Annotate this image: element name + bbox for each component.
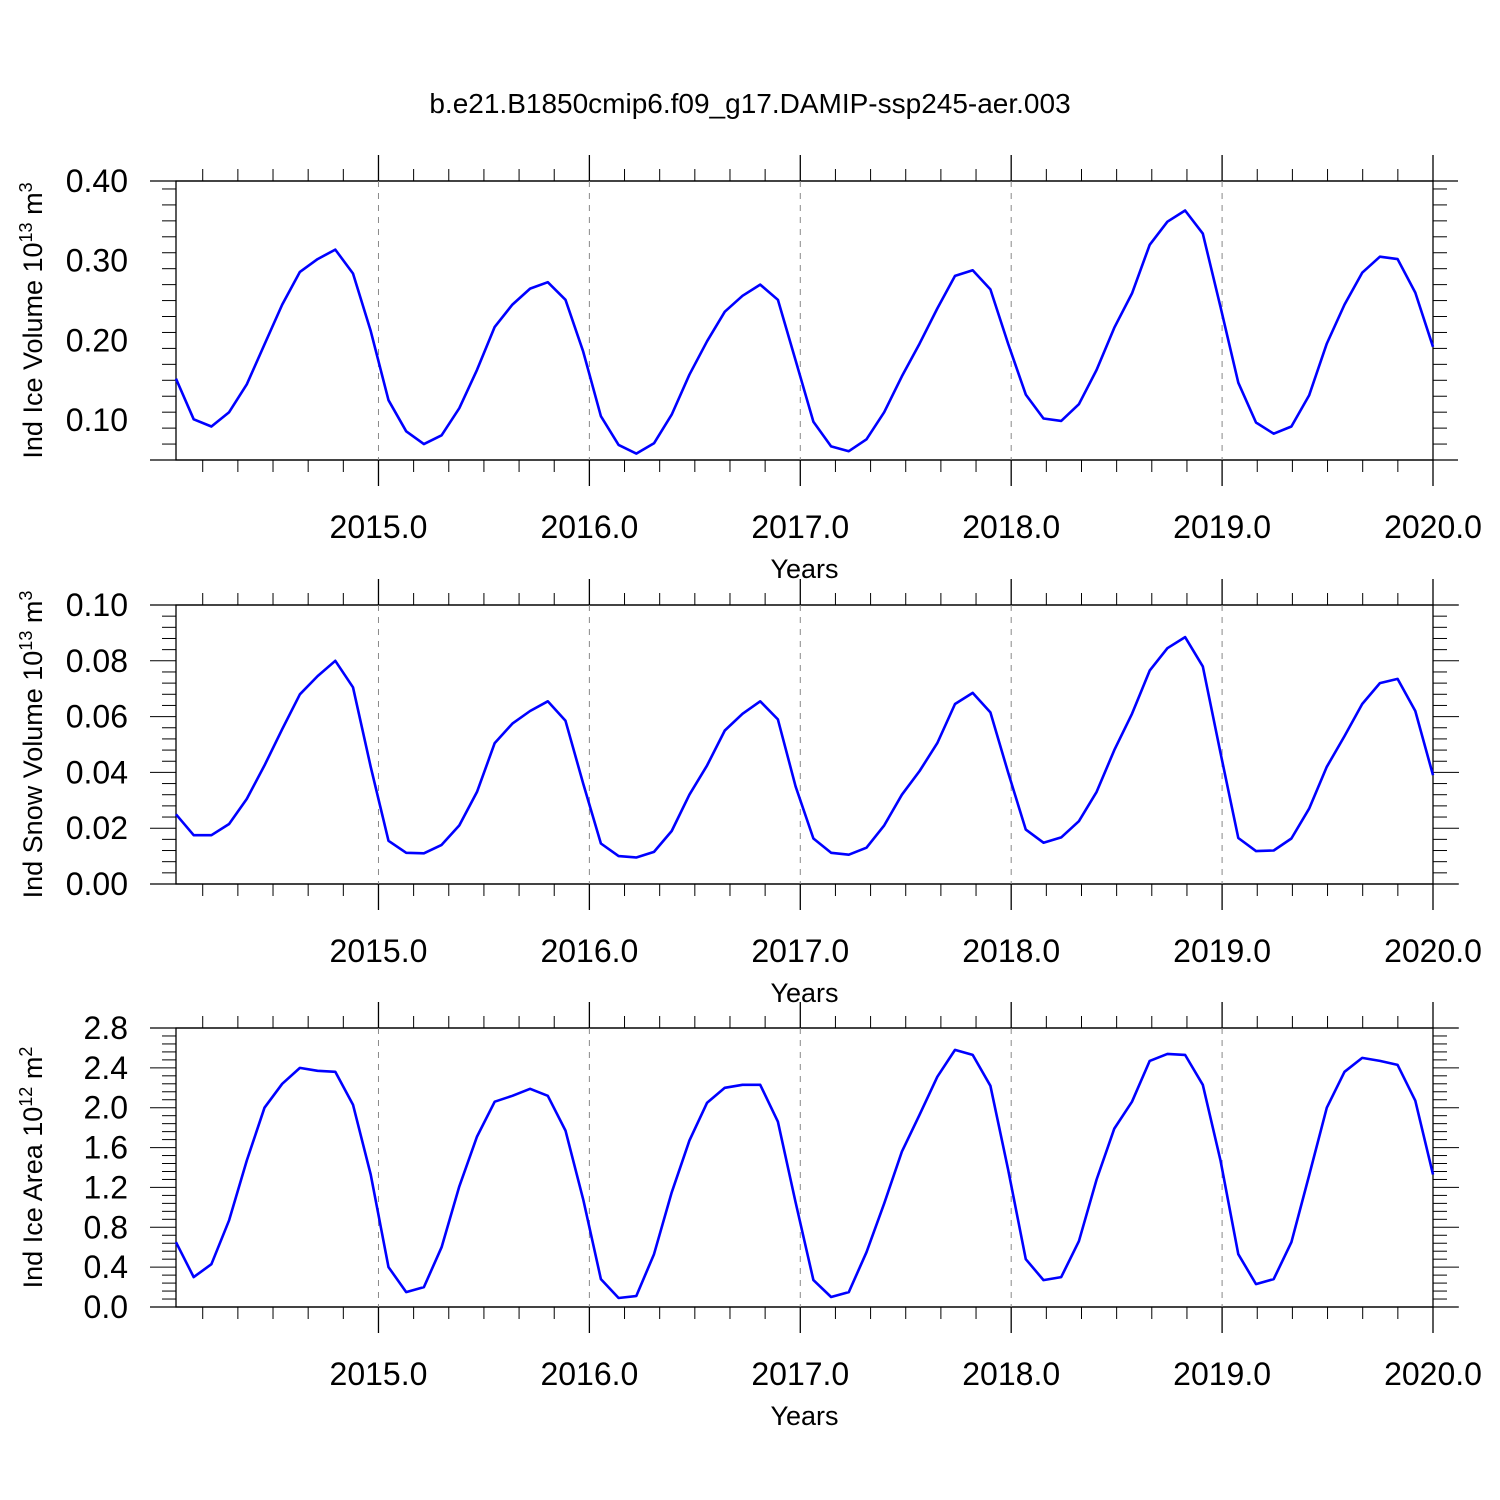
x-axis-title: Years bbox=[770, 554, 838, 584]
x-tick-label: 2017.0 bbox=[751, 1356, 849, 1392]
y-tick-label: 0.8 bbox=[84, 1209, 128, 1245]
y-axis-title: Ind Ice Area 1012 m2 bbox=[16, 1047, 48, 1289]
panel-snow-volume: 2015.0 2016.0 2017.0 2018.0 2019.0 2020.0 0.00… bbox=[16, 579, 1482, 1008]
x-tick-label: 2018.0 bbox=[962, 509, 1060, 545]
y-tick-label: 0.30 bbox=[66, 243, 128, 279]
y-tick-label: 0.20 bbox=[66, 322, 128, 358]
x-tick-label: 2019.0 bbox=[1173, 1356, 1271, 1392]
y-tick-label: 2.0 bbox=[84, 1090, 128, 1126]
x-tick-label: 2018.0 bbox=[962, 933, 1060, 969]
y-tick-label: 0.40 bbox=[66, 163, 128, 199]
series-line bbox=[175, 635, 1435, 859]
y-tick-label: 0.10 bbox=[66, 402, 128, 438]
y-tick-label: 0.00 bbox=[66, 866, 128, 902]
y-tick-label: 0.02 bbox=[66, 810, 128, 846]
x-tick-label: 2020.0 bbox=[1384, 933, 1482, 969]
x-tick-label: 2017.0 bbox=[751, 509, 849, 545]
x-tick-label: 2020.0 bbox=[1384, 1356, 1482, 1392]
x-tick-label: 2016.0 bbox=[540, 1356, 638, 1392]
series-line bbox=[174, 209, 1435, 455]
y-tick-label: 0.08 bbox=[66, 643, 128, 679]
x-tick-label: 2016.0 bbox=[540, 509, 638, 545]
y-tick-label: 1.6 bbox=[84, 1130, 128, 1166]
y-tick-label: 0.0 bbox=[84, 1289, 128, 1325]
y-tick-label: 0.10 bbox=[66, 587, 128, 623]
x-axis-title: Years bbox=[770, 978, 838, 1008]
x-tick-label: 2015.0 bbox=[330, 509, 428, 545]
x-tick-label: 2015.0 bbox=[330, 933, 428, 969]
x-tick-label: 2019.0 bbox=[1173, 509, 1271, 545]
y-tick-label: 0.4 bbox=[84, 1249, 128, 1285]
figure-title: b.e21.B1850cmip6.f09_g17.DAMIP-ssp245-ae… bbox=[429, 88, 1071, 119]
x-tick-label: 2019.0 bbox=[1173, 933, 1271, 969]
x-axis-title: Years bbox=[770, 1401, 838, 1431]
series-line bbox=[174, 1048, 1435, 1300]
y-tick-label: 2.8 bbox=[84, 1010, 128, 1046]
y-axis-title: Ind Snow Volume 1013 m3 bbox=[16, 591, 48, 899]
panel-ice-area: 2015.0 2016.0 2017.0 2018.0 2019.0 2020.0 0.0 0… bbox=[16, 1002, 1482, 1431]
panel-ice-volume: 2015.0 2016.0 2017.0 2018.0 2019.0 2020.0 0.10… bbox=[16, 155, 1482, 584]
y-tick-label: 0.06 bbox=[66, 699, 128, 735]
x-tick-label: 2016.0 bbox=[540, 933, 638, 969]
y-axis-title: Ind Ice Volume 1013 m3 bbox=[16, 182, 48, 458]
x-tick-label: 2015.0 bbox=[330, 1356, 428, 1392]
x-tick-label: 2020.0 bbox=[1384, 509, 1482, 545]
y-tick-label: 2.4 bbox=[84, 1050, 128, 1086]
x-tick-label: 2017.0 bbox=[751, 933, 849, 969]
y-tick-label: 0.04 bbox=[66, 754, 128, 790]
plot-frame bbox=[175, 180, 1434, 461]
x-tick-label: 2018.0 bbox=[962, 1356, 1060, 1392]
y-tick-label: 1.2 bbox=[84, 1169, 128, 1205]
